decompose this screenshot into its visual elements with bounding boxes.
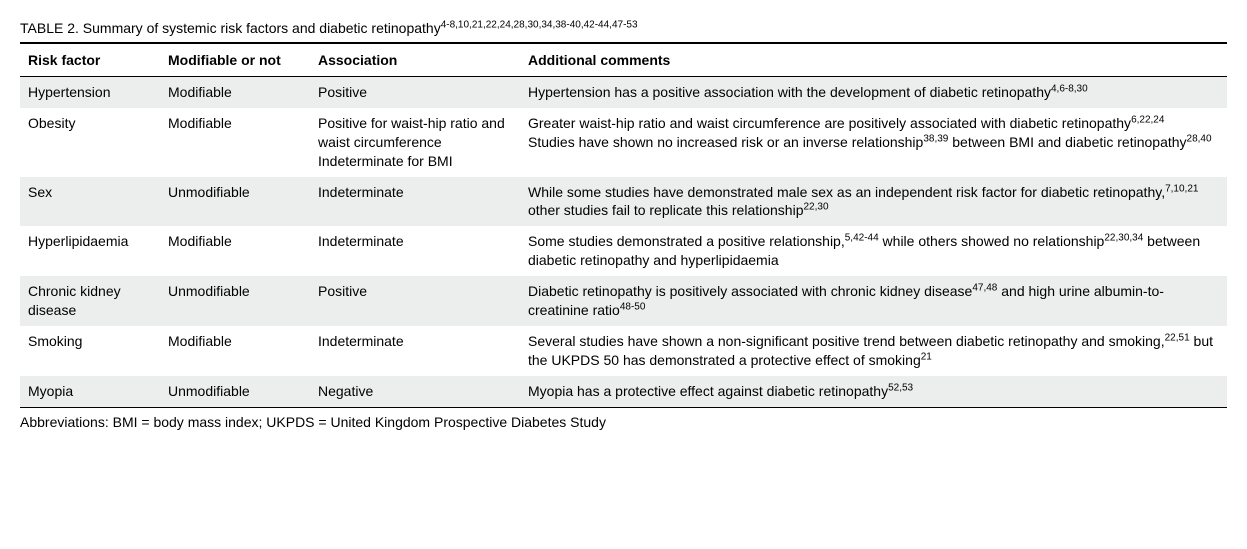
cell-comments: Myopia has a protective effect against d…: [520, 376, 1227, 407]
cell-modifiable: Modifiable: [160, 77, 310, 108]
cell-comments: Some studies demonstrated a positive rel…: [520, 226, 1227, 276]
table-row: ObesityModifiablePositive for waist-hip …: [20, 108, 1227, 177]
citation-sup: 22,51: [1165, 332, 1190, 343]
col-header-modifiable: Modifiable or not: [160, 43, 310, 77]
table-row: HyperlipidaemiaModifiableIndeterminateSo…: [20, 226, 1227, 276]
cell-association: Positive: [310, 276, 520, 326]
citation-sup: 22,30: [803, 202, 828, 213]
cell-association: Negative: [310, 376, 520, 407]
citation-sup: 7,10,21: [1165, 183, 1198, 194]
cell-association: Indeterminate: [310, 177, 520, 227]
cell-modifiable: Unmodifiable: [160, 276, 310, 326]
table-title-text: Summary of systemic risk factors and dia…: [83, 20, 441, 36]
cell-risk-factor: Hypertension: [20, 77, 160, 108]
table-row: SexUnmodifiableIndeterminateWhile some s…: [20, 177, 1227, 227]
col-header-comments: Additional comments: [520, 43, 1227, 77]
citation-sup: 48-50: [620, 301, 646, 312]
cell-modifiable: Modifiable: [160, 226, 310, 276]
cell-comments: Several studies have shown a non-signifi…: [520, 326, 1227, 376]
citation-sup: 4,6-8,30: [1051, 83, 1088, 94]
cell-association: Indeterminate: [310, 326, 520, 376]
cell-risk-factor: Obesity: [20, 108, 160, 177]
citation-sup: 22,30,34: [1104, 233, 1143, 244]
citation-sup: 38,39: [923, 133, 948, 144]
cell-modifiable: Modifiable: [160, 108, 310, 177]
col-header-risk-factor: Risk factor: [20, 43, 160, 77]
cell-association: Positive for waist-hip ratio and waist c…: [310, 108, 520, 177]
cell-modifiable: Unmodifiable: [160, 177, 310, 227]
table-row: Chronic kidney diseaseUnmodifiablePositi…: [20, 276, 1227, 326]
risk-factors-table: Risk factor Modifiable or not Associatio…: [20, 42, 1227, 408]
table-title: TABLE 2. Summary of systemic risk factor…: [20, 20, 1227, 42]
table-container: TABLE 2. Summary of systemic risk factor…: [20, 20, 1227, 430]
table-title-sup: 4-8,10,21,22,24,28,30,34,38-40,42-44,47-…: [441, 19, 638, 30]
cell-modifiable: Unmodifiable: [160, 376, 310, 407]
cell-risk-factor: Myopia: [20, 376, 160, 407]
table-title-label: TABLE 2.: [20, 20, 79, 36]
cell-risk-factor: Smoking: [20, 326, 160, 376]
col-header-association: Association: [310, 43, 520, 77]
cell-comments: While some studies have demonstrated mal…: [520, 177, 1227, 227]
cell-association: Indeterminate: [310, 226, 520, 276]
table-row: MyopiaUnmodifiableNegativeMyopia has a p…: [20, 376, 1227, 407]
cell-association: Positive: [310, 77, 520, 108]
cell-risk-factor: Hyperlipidaemia: [20, 226, 160, 276]
cell-comments: Hypertension has a positive association …: [520, 77, 1227, 108]
citation-sup: 28,40: [1187, 133, 1212, 144]
citation-sup: 52,53: [888, 382, 913, 393]
table-row: HypertensionModifiablePositiveHypertensi…: [20, 77, 1227, 108]
citation-sup: 5,42-44: [845, 233, 879, 244]
table-header-row: Risk factor Modifiable or not Associatio…: [20, 43, 1227, 77]
citation-sup: 47,48: [972, 282, 997, 293]
cell-modifiable: Modifiable: [160, 326, 310, 376]
table-footer: Abbreviations: BMI = body mass index; UK…: [20, 408, 1227, 430]
citation-sup: 6,22,24: [1131, 114, 1164, 125]
table-row: SmokingModifiableIndeterminateSeveral st…: [20, 326, 1227, 376]
citation-sup: 21: [921, 351, 932, 362]
cell-risk-factor: Chronic kidney disease: [20, 276, 160, 326]
cell-risk-factor: Sex: [20, 177, 160, 227]
cell-comments: Diabetic retinopathy is positively assoc…: [520, 276, 1227, 326]
cell-comments: Greater waist-hip ratio and waist circum…: [520, 108, 1227, 177]
